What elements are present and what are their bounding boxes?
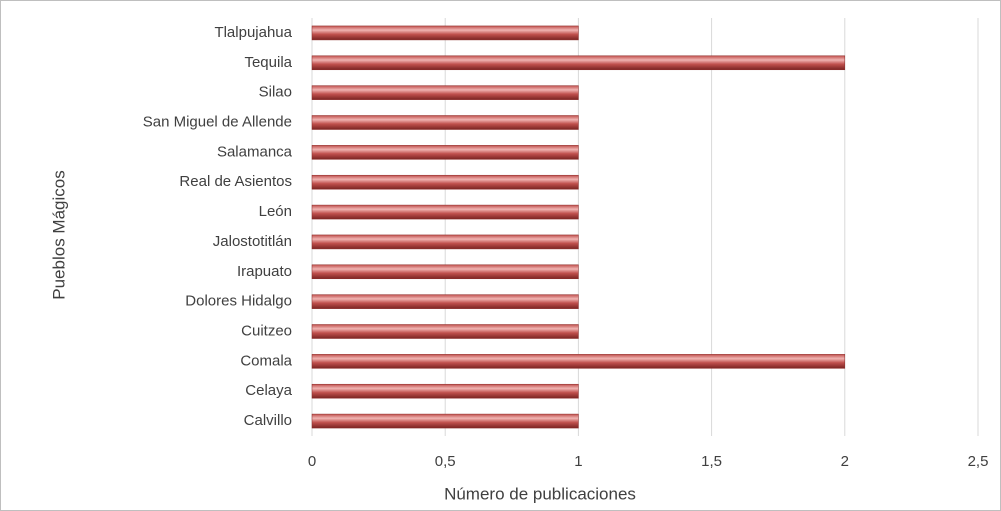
bar bbox=[311, 324, 579, 339]
bar bbox=[311, 204, 579, 220]
x-axis-title: Número de publicaciones bbox=[444, 484, 636, 503]
bar bbox=[311, 383, 579, 399]
bar bbox=[311, 234, 579, 250]
x-tick-label: 2,5 bbox=[968, 453, 989, 470]
bar bbox=[311, 115, 579, 130]
y-axis-title: Pueblos Mágicos bbox=[49, 170, 68, 299]
bar bbox=[311, 413, 579, 429]
y-tick-label: Celaya bbox=[245, 382, 292, 399]
y-tick-label: Irapuato bbox=[237, 263, 292, 280]
y-tick-label: Silao bbox=[259, 84, 292, 101]
y-tick-label: San Miguel de Allende bbox=[143, 113, 292, 130]
bar bbox=[311, 294, 579, 309]
x-tick-label: 0 bbox=[308, 453, 316, 470]
y-tick-label: Dolores Hidalgo bbox=[185, 293, 292, 310]
x-tick-label: 1 bbox=[574, 453, 582, 470]
y-tick-label: León bbox=[259, 203, 292, 220]
y-tick-label: Tlalpujahua bbox=[214, 24, 292, 41]
y-tick-label: Real de Asientos bbox=[179, 173, 292, 190]
bar bbox=[311, 145, 579, 160]
bar bbox=[311, 55, 846, 71]
y-tick-label: Comala bbox=[240, 352, 292, 369]
y-tick-label: Cuitzeo bbox=[241, 322, 292, 339]
bar bbox=[311, 264, 579, 280]
y-tick-label: Jalostotitlán bbox=[213, 233, 292, 250]
y-tick-label: Calvillo bbox=[244, 412, 292, 429]
y-tick-label: Tequila bbox=[244, 54, 292, 71]
bar bbox=[311, 354, 846, 369]
bar bbox=[311, 85, 579, 100]
bar bbox=[311, 25, 579, 41]
bar bbox=[311, 174, 579, 190]
x-tick-label: 2 bbox=[841, 453, 849, 470]
x-tick-label: 0,5 bbox=[435, 453, 456, 470]
y-tick-label: Salamanca bbox=[217, 143, 293, 160]
x-tick-label: 1,5 bbox=[701, 453, 722, 470]
